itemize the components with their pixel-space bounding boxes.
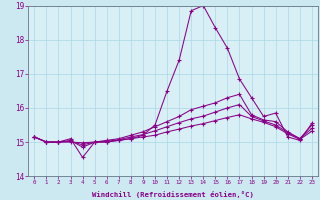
X-axis label: Windchill (Refroidissement éolien,°C): Windchill (Refroidissement éolien,°C)	[92, 191, 254, 198]
